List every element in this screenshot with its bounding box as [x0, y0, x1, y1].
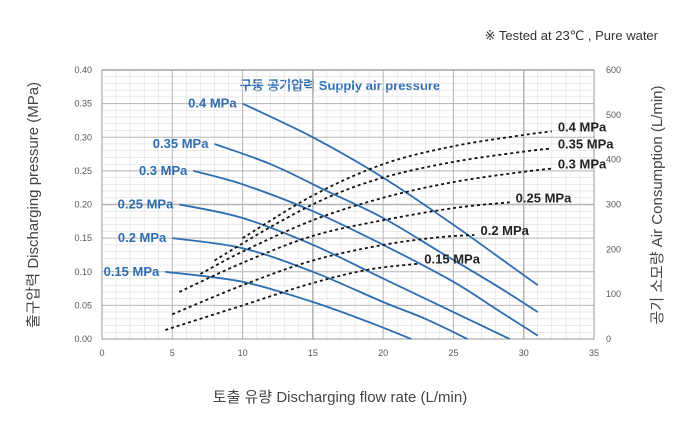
air-consumption-curve: [178, 201, 510, 293]
y-left-tick-label: 0.15: [74, 233, 92, 243]
air-series-label: 0.25 MPa: [516, 190, 572, 205]
x-tick-label: 25: [448, 348, 458, 358]
y-left-tick-label: 0.00: [74, 334, 92, 344]
x-tick-label: 5: [170, 348, 175, 358]
pressure-curve: [193, 170, 539, 337]
pressure-series-label: 0.3 MPa: [139, 163, 188, 178]
pressure-curve: [214, 143, 539, 313]
x-axis-title: 토출 유량 Discharging flow rate (L/min): [213, 389, 467, 406]
pressure-series-label: 0.25 MPa: [118, 197, 174, 212]
pressure-curve: [242, 102, 539, 286]
series: [165, 102, 552, 340]
y-right-tick-label: 0: [606, 334, 611, 344]
y-axis-left-title: 출구압력 Discharging pressure (MPa): [25, 82, 42, 328]
y-right-tick-label: 100: [606, 289, 621, 299]
y-left-tick-label: 0.10: [74, 267, 92, 277]
x-tick-label: 20: [378, 348, 388, 358]
pressure-series-label: 0.15 MPa: [104, 264, 160, 279]
y-right-tick-label: 400: [606, 155, 621, 165]
air-series-label: 0.4 MPa: [558, 119, 607, 134]
air-series-label: 0.15 MPa: [424, 252, 480, 267]
grid: [101, 69, 595, 340]
test-condition-note: ※ Tested at 23℃ , Pure water: [485, 28, 659, 43]
y-right-tick-label: 200: [606, 244, 621, 254]
pressure-curve: [165, 270, 412, 340]
y-left-tick-label: 0.05: [74, 300, 92, 310]
y-right-tick-label: 500: [606, 110, 621, 120]
pressure-series-label: 0.4 MPa: [188, 96, 237, 111]
chart-subtitle: 구동 공기압력 Supply air pressure: [240, 78, 440, 93]
y-axis-right-title: 공기 소모량 Air Consumption (L/min): [649, 85, 666, 324]
tick-labels: 0 5 10 15 20 25 30 35 0.00 0.05 0.10 0.15 0.20 0.25 0.…: [74, 65, 621, 358]
air-series-label: 0.2 MPa: [481, 223, 530, 238]
air-consumption-curve: [242, 130, 552, 239]
pressure-series-label: 0.35 MPa: [153, 136, 209, 151]
x-tick-label: 15: [308, 348, 318, 358]
pressure-series-label: 0.2 MPa: [118, 230, 167, 245]
y-right-tick-label: 300: [606, 200, 621, 210]
x-tick-label: 35: [589, 348, 599, 358]
y-left-tick-label: 0.30: [74, 132, 92, 142]
plot-frame: [101, 69, 595, 340]
air-series-label: 0.35 MPa: [558, 136, 614, 151]
y-left-tick-label: 0.25: [74, 166, 92, 176]
air-consumption-curve: [165, 262, 419, 331]
y-right-tick-label: 600: [606, 65, 621, 75]
pressure-curve: [172, 237, 468, 340]
air-consumption-curve: [199, 167, 552, 275]
y-left-tick-label: 0.35: [74, 99, 92, 109]
y-left-tick-label: 0.40: [74, 65, 92, 75]
air-consumption-curve: [214, 147, 552, 262]
x-tick-label: 10: [238, 348, 248, 358]
y-left-tick-label: 0.20: [74, 200, 92, 210]
x-tick-label: 30: [519, 348, 529, 358]
pressure-curve: [179, 203, 511, 340]
air-series-label: 0.3 MPa: [558, 157, 607, 172]
x-tick-label: 0: [99, 348, 104, 358]
